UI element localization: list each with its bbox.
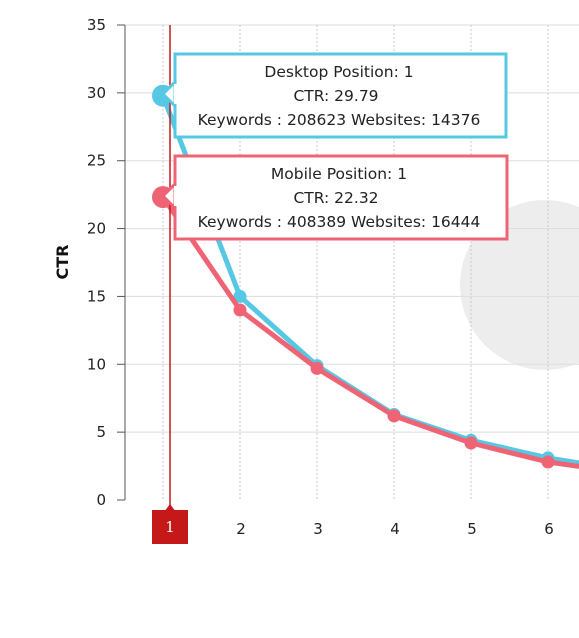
y-tick-label: 10 bbox=[87, 355, 106, 373]
mobile-tooltip-line1: Mobile Position: 1 bbox=[271, 165, 407, 183]
desktop-tooltip: Desktop Position: 1 CTR: 29.79 Keywords … bbox=[160, 52, 508, 139]
desktop-tooltip-box bbox=[173, 52, 508, 139]
series-layer bbox=[152, 84, 579, 469]
mobile-data-point[interactable] bbox=[310, 361, 324, 375]
y-tick-label: 15 bbox=[87, 287, 106, 305]
mobile-data-point[interactable] bbox=[541, 455, 555, 469]
desktop-tooltip-line2: CTR: 29.79 bbox=[293, 87, 378, 105]
mobile-data-point[interactable] bbox=[233, 303, 247, 317]
crosshair-x-label: 1 bbox=[165, 518, 175, 536]
x-axis-ticks: 2 3 4 5 6 bbox=[236, 520, 554, 538]
x-tick-label: 3 bbox=[313, 520, 323, 538]
x-tick-label: 2 bbox=[236, 520, 246, 538]
mobile-tooltip: Mobile Position: 1 CTR: 22.32 Keywords :… bbox=[160, 154, 509, 241]
y-tick-label: 35 bbox=[87, 16, 106, 34]
y-tick-label: 20 bbox=[87, 220, 106, 238]
mobile-data-point[interactable] bbox=[464, 436, 478, 450]
y-tick-label: 25 bbox=[87, 152, 106, 170]
mobile-tooltip-box bbox=[173, 154, 509, 241]
desktop-tooltip-line1: Desktop Position: 1 bbox=[264, 63, 413, 81]
x-tick-label: 5 bbox=[467, 520, 477, 538]
crosshair-label-box bbox=[152, 510, 188, 544]
crosshair: 1 bbox=[152, 25, 188, 544]
x-tick-label: 4 bbox=[390, 520, 400, 538]
y-tick-label: 5 bbox=[96, 423, 106, 441]
y-tick-label: 30 bbox=[87, 84, 106, 102]
y-tick-label: 0 bbox=[96, 491, 106, 509]
desktop-data-point[interactable] bbox=[233, 289, 247, 303]
mobile-data-point[interactable] bbox=[387, 409, 401, 423]
y-axis: 0 5 10 15 20 25 30 35 bbox=[87, 16, 126, 509]
mobile-tooltip-line2: CTR: 22.32 bbox=[293, 189, 378, 207]
y-axis-title: CTR bbox=[53, 245, 72, 280]
globe-watermark-icon bbox=[460, 200, 579, 370]
mobile-tooltip-line3: Keywords : 408389 Websites: 16444 bbox=[198, 213, 481, 231]
desktop-tooltip-line3: Keywords : 208623 Websites: 14376 bbox=[198, 111, 481, 129]
x-tick-label: 6 bbox=[544, 520, 554, 538]
